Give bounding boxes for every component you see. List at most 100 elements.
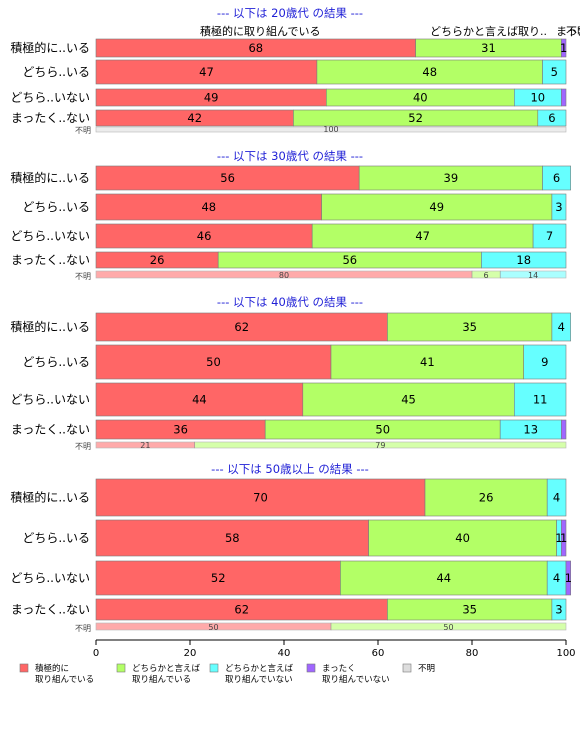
- legend-label: どちらかと言えば: [225, 663, 294, 674]
- bar-segment: [95, 519, 369, 557]
- row-label: 不明: [75, 624, 91, 633]
- row-label: どちら..いる: [22, 200, 90, 214]
- row-label: どちら..いない: [10, 393, 90, 407]
- x-tick-label: 40: [278, 648, 291, 659]
- bar-segment: [95, 165, 360, 191]
- data-label: 26: [479, 491, 494, 505]
- data-label: 47: [415, 229, 430, 243]
- data-label: 50: [375, 423, 390, 437]
- bar-segment: [551, 312, 572, 342]
- data-label: 48: [201, 200, 216, 214]
- row-label: 積極的に..いる: [10, 319, 90, 334]
- data-label: 52: [408, 111, 423, 125]
- row-label: どちら..いる: [22, 355, 90, 369]
- bar-segment: [95, 126, 567, 133]
- data-label: 45: [401, 393, 416, 407]
- bar-segment: [321, 193, 553, 221]
- bar-segment: [542, 165, 572, 191]
- legend-label: まったく: [322, 664, 356, 674]
- data-label: 42: [187, 111, 202, 125]
- row-label: まったく..ない: [11, 423, 90, 437]
- data-label: 26: [150, 253, 165, 267]
- data-label: 44: [436, 571, 451, 585]
- data-label: 52: [211, 571, 226, 585]
- data-label: 79: [375, 441, 385, 450]
- data-label: 18: [516, 253, 531, 267]
- bar-segment: [368, 519, 557, 557]
- header-label: 積極的に取り組んでいる: [200, 24, 320, 38]
- bar-segment: [95, 59, 318, 85]
- row-label: まったく..ない: [11, 111, 90, 125]
- data-label: 13: [523, 423, 538, 437]
- data-label: 47: [199, 65, 214, 79]
- data-label: 6: [553, 171, 560, 185]
- bar-segment: [560, 419, 567, 440]
- data-label: 4: [558, 320, 565, 334]
- bar-segment: [95, 344, 332, 380]
- data-label: 1: [565, 571, 572, 585]
- bar-segment: [95, 560, 341, 596]
- bar-segment: [551, 193, 567, 221]
- row-label: まったく..ない: [11, 253, 90, 267]
- data-label: 44: [192, 393, 207, 407]
- data-label: 1: [560, 41, 567, 55]
- data-label: 50: [443, 623, 453, 632]
- x-tick-label: 60: [372, 648, 385, 659]
- legend-swatch: [19, 663, 29, 673]
- data-label: 35: [462, 603, 477, 617]
- bar-segment: [560, 38, 567, 58]
- panel-title: --- 以下は 30歳代 の結果 ---: [217, 149, 363, 163]
- x-tick-label: 100: [556, 648, 575, 659]
- bar-segment: [95, 478, 426, 517]
- row-label: どちら..いない: [10, 229, 90, 243]
- legend-label: 不明: [418, 664, 435, 674]
- legend-label: 積極的に: [35, 663, 69, 674]
- header-label: どちらかと言えば取り..: [430, 25, 547, 38]
- row-label: 積極的に..いる: [10, 170, 90, 185]
- data-label: 4: [553, 571, 560, 585]
- bar-segment: [316, 59, 543, 85]
- data-label: 56: [342, 253, 357, 267]
- row-label: どちら..いない: [10, 91, 90, 105]
- data-label: 50: [208, 623, 218, 632]
- panel-title: --- 以下は 50歳以上 の結果 ---: [211, 462, 369, 476]
- legend-label: 取り組んでいる: [35, 674, 94, 685]
- bar-segment: [560, 88, 567, 107]
- bar-segment: [387, 312, 553, 342]
- data-label: 40: [413, 91, 428, 105]
- bar-segment: [95, 193, 322, 221]
- data-label: 7: [546, 229, 553, 243]
- bar-segment: [424, 478, 548, 517]
- data-label: 49: [204, 91, 219, 105]
- data-label: 5: [551, 65, 558, 79]
- bar-segment: [481, 251, 567, 269]
- legend-swatch: [306, 663, 316, 673]
- data-label: 21: [140, 441, 150, 450]
- data-label: 3: [555, 200, 562, 214]
- data-label: 80: [279, 271, 289, 280]
- data-label: 39: [444, 171, 459, 185]
- bar-segment: [358, 165, 543, 191]
- legend-swatch: [209, 663, 219, 673]
- data-label: 56: [220, 171, 235, 185]
- data-label: 4: [553, 491, 560, 505]
- data-label: 62: [234, 320, 249, 334]
- data-label: 62: [234, 603, 249, 617]
- bar-segment: [560, 519, 567, 557]
- bar-segment: [513, 382, 567, 417]
- bar-segment: [537, 109, 567, 127]
- data-label: 11: [533, 393, 548, 407]
- bar-segment: [551, 598, 567, 621]
- data-label: 14: [528, 271, 538, 280]
- legend-swatch: [116, 663, 126, 673]
- bar-segment: [302, 382, 515, 417]
- data-label: 36: [173, 423, 188, 437]
- bar-segment: [95, 223, 313, 249]
- data-label: 49: [429, 200, 444, 214]
- row-label: 積極的に..いる: [10, 490, 90, 505]
- header-label: 不明: [566, 25, 580, 38]
- bar-segment: [532, 223, 567, 249]
- data-label: 35: [462, 320, 477, 334]
- bar-segment: [194, 441, 567, 449]
